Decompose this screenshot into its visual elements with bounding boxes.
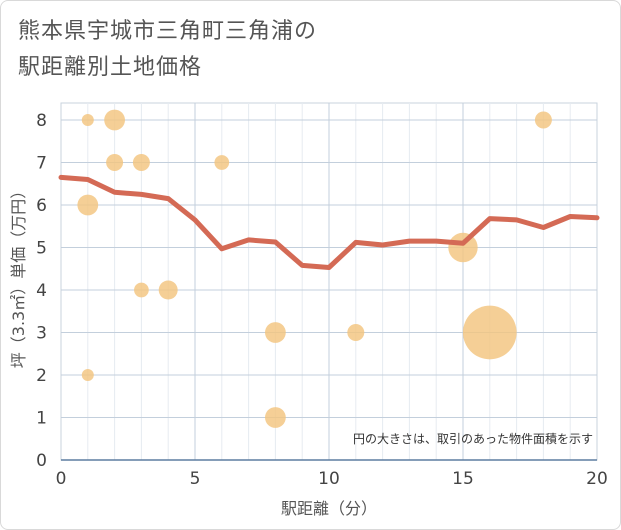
x-tick-label: 20 (586, 469, 608, 489)
scatter-point (81, 369, 94, 381)
scatter-point (104, 109, 125, 131)
y-tick-label: 3 (36, 324, 47, 344)
y-tick-label: 2 (36, 366, 47, 386)
x-tick-label: 0 (56, 469, 67, 489)
y-tick-label: 1 (36, 409, 47, 429)
y-tick-label: 6 (36, 196, 47, 216)
scatter-point (347, 324, 365, 341)
average-price-line (58, 174, 600, 270)
scatter-point (265, 407, 286, 428)
scatter-point (448, 232, 478, 263)
y-tick-label: 0 (36, 451, 47, 471)
scatter-point (106, 154, 124, 171)
title-line-2: 駅距離別土地価格 (18, 55, 203, 80)
scatter-point (534, 111, 552, 129)
scatter-point (214, 155, 230, 170)
chart-title: 熊本県宇城市三角町三角浦の 駅距離別土地価格 (18, 14, 578, 86)
scatter-point (134, 282, 149, 298)
scatter-points (77, 109, 552, 428)
y-tick-label: 8 (36, 111, 47, 131)
scatter-point (77, 194, 99, 216)
y-tick-label: 5 (36, 239, 47, 259)
grid (60, 102, 598, 461)
average-line (58, 174, 600, 270)
y-tick-label: 7 (36, 154, 47, 174)
scatter-point (81, 114, 94, 126)
x-tick-label: 5 (190, 469, 201, 489)
x-tick-label: 15 (452, 469, 474, 489)
x-axis-label: 駅距離（分） (281, 499, 377, 518)
title-line-1: 熊本県宇城市三角町三角浦の (18, 19, 318, 44)
scatter-point (158, 280, 178, 300)
size-note: 円の大きさは、取引のあった物件面積を示す (353, 431, 593, 446)
scatter-point (265, 322, 286, 343)
scatter-point (462, 305, 517, 360)
x-tick-label: 10 (318, 469, 340, 489)
axis-ticks: 0 5 10 15 20 0 1 2 3 4 5 6 7 8 (36, 111, 608, 489)
scatter-point (132, 154, 150, 171)
y-tick-label: 4 (36, 281, 47, 301)
y-axis-label: 坪（3.3㎡）単価（万円） (9, 183, 28, 368)
